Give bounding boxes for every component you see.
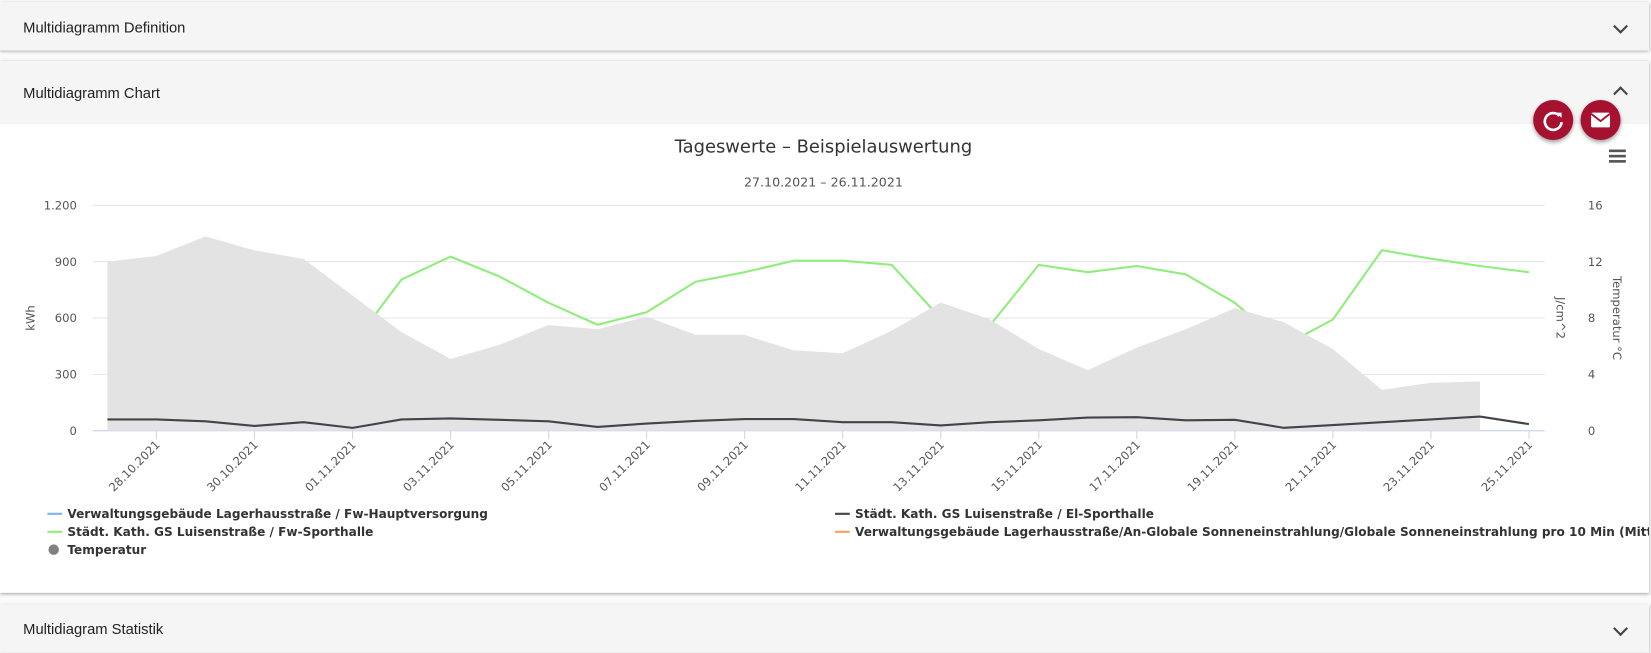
x-tick-label: 03.11.2021	[400, 438, 457, 495]
temperature-area	[107, 236, 1480, 431]
series-line	[107, 415, 1530, 429]
chart-subtitle: 27.10.2021 – 26.11.2021	[744, 174, 903, 189]
y2-axis-title: Temperatur °C	[1610, 275, 1624, 360]
legend-label: Städt. Kath. GS Luisenstraße / El-Sporth…	[855, 507, 1154, 521]
x-tick-label: 01.11.2021	[302, 438, 359, 495]
y-tick-label: 0	[69, 424, 76, 438]
legend-label: Temperatur	[67, 543, 146, 557]
legend-item[interactable]: Verwaltungsgebäude Lagerhausstraße / Fw-…	[47, 507, 488, 521]
series	[107, 236, 1530, 431]
y2-tick-label: 16	[1588, 199, 1603, 213]
legend-symbol	[48, 544, 59, 555]
statistics-panel[interactable]: Multidiagram Statistik	[0, 604, 1649, 653]
x-tick-label: 11.11.2021	[792, 438, 849, 495]
x-tick-label: 19.11.2021	[1184, 438, 1241, 495]
legend-label: Städt. Kath. GS Luisenstraße / Fw-Sporth…	[67, 525, 373, 539]
y-tick-label: 1.200	[44, 199, 77, 213]
chart-panel-header[interactable]: Multidiagramm Chart	[0, 61, 1649, 125]
y-tick-label: 300	[55, 368, 77, 382]
menu-bar	[1608, 160, 1626, 163]
y-tick-label: 600	[55, 311, 77, 325]
mail-icon	[1590, 112, 1611, 128]
y-axis-title: kWh	[24, 305, 38, 331]
x-tick-label: 21.11.2021	[1282, 438, 1339, 495]
x-tick-label: 13.11.2021	[890, 438, 947, 495]
x-tick-label: 17.11.2021	[1086, 438, 1143, 495]
y2-tick-label: 12	[1588, 255, 1603, 269]
x-tick-label: 30.10.2021	[204, 438, 261, 495]
panel-title: Multidiagramm Chart	[23, 84, 160, 102]
expand-icon	[1613, 18, 1629, 34]
legend-item[interactable]: Verwaltungsgebäude Lagerhausstraße/An-Gl…	[835, 525, 1649, 539]
refresh-icon	[1543, 111, 1563, 132]
mail-button[interactable]	[1580, 100, 1621, 141]
y2-tick-label: 4	[1588, 368, 1595, 382]
x-tick-label: 23.11.2021	[1380, 438, 1437, 495]
expand-icon	[1613, 621, 1629, 637]
collapse-icon	[1613, 86, 1629, 102]
legend-label: Verwaltungsgebäude Lagerhausstraße / Fw-…	[67, 507, 488, 521]
x-tick-label: 05.11.2021	[498, 438, 555, 495]
export-menu[interactable]	[1608, 149, 1626, 163]
menu-bar	[1608, 149, 1626, 153]
refresh-button[interactable]	[1533, 100, 1574, 141]
panel-title: Multidiagramm Definition	[23, 18, 186, 36]
x-tick-label: 09.11.2021	[694, 438, 751, 495]
definition-panel[interactable]: Multidiagramm Definition	[0, 2, 1649, 51]
menu-bar	[1608, 154, 1626, 158]
legend-item[interactable]: Städt. Kath. GS Luisenstraße / Fw-Sporth…	[47, 525, 373, 539]
y2-tick-label: 0	[1588, 424, 1595, 438]
x-tick-label: 25.11.2021	[1479, 438, 1536, 495]
legend-label: Verwaltungsgebäude Lagerhausstraße/An-Gl…	[855, 525, 1649, 539]
chart: Tageswerte – Beispielauswertung 27.10.20…	[24, 137, 1649, 557]
y-tick-label: 900	[55, 255, 77, 269]
chart-title: Tageswerte – Beispielauswertung	[674, 137, 973, 158]
panel-title: Multidiagram Statistik	[23, 620, 164, 638]
x-tick-label: 28.10.2021	[106, 438, 163, 495]
y3-axis-title: J/cm^2	[1553, 296, 1567, 339]
legend-item[interactable]: Städt. Kath. GS Luisenstraße / El-Sporth…	[835, 507, 1154, 521]
x-tick-label: 15.11.2021	[988, 438, 1045, 495]
legend-item[interactable]: Temperatur	[48, 543, 146, 557]
y2-tick-label: 8	[1588, 311, 1595, 325]
x-tick-label: 07.11.2021	[596, 438, 653, 495]
